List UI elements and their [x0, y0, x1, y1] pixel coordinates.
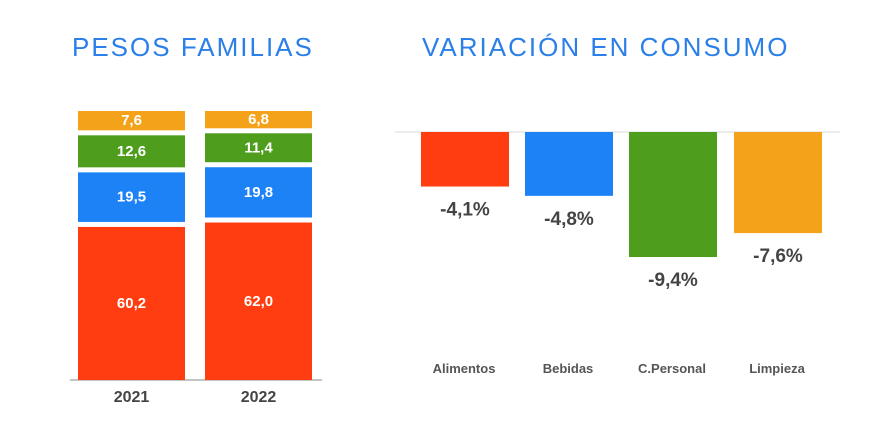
x-tick-label-cpersonal: C.Personal [638, 361, 706, 376]
variation-bar-chart: -4,1% Alimentos -4,8% Bebidas -9,4% C.Persona… [395, 131, 840, 376]
bar-alimentos [421, 132, 509, 187]
bar-segment-alimentos-2021 [78, 226, 185, 380]
bar-segment-bebidas-2022 [205, 167, 312, 218]
bar-segment-alimentos-2022 [205, 222, 312, 380]
segment-label-limpieza-2021: 7,6 [121, 112, 142, 129]
segment-label-alimentos-2022: 62,0 [244, 293, 273, 310]
bar-bebidas [525, 132, 613, 196]
stacked-bar-chart: 60,2 19,5 12,6 7,6 2021 62,0 19,8 11,4 6,8 2022 [70, 111, 322, 406]
value-label-limpieza: -7,6% [753, 246, 803, 267]
segment-label-limpieza-2022: 6,8 [248, 111, 269, 128]
chart-title-variacion-consumo: VARIACIÓN EN CONSUMO [422, 32, 790, 62]
bar-segment-limpieza-2021 [78, 111, 185, 131]
x-tick-label-limpieza: Limpieza [749, 361, 805, 376]
x-tick-label-2022: 2022 [241, 389, 277, 406]
x-tick-label-bebidas: Bebidas [543, 361, 594, 376]
value-label-alimentos: -4,1% [440, 200, 490, 221]
bar-cpersonal [629, 132, 717, 258]
segment-label-bebidas-2021: 19,5 [117, 189, 146, 206]
chart-title-pesos-familias: PESOS FAMILIAS [72, 32, 314, 62]
segment-label-cpersonal-2021: 12,6 [117, 143, 146, 160]
bar-limpieza [734, 132, 822, 234]
x-tick-label-2021: 2021 [114, 389, 150, 406]
segment-label-bebidas-2022: 19,8 [244, 184, 273, 201]
segment-label-cpersonal-2022: 11,4 [244, 139, 273, 156]
segment-label-alimentos-2021: 60,2 [117, 295, 146, 312]
value-label-cpersonal: -9,4% [648, 270, 698, 291]
bar-segment-limpieza-2022 [205, 111, 312, 129]
value-label-bebidas: -4,8% [544, 209, 594, 230]
bar-segment-bebidas-2021 [78, 172, 185, 222]
x-tick-label-alimentos: Alimentos [433, 361, 496, 376]
bar-segment-cpersonal-2021 [78, 135, 185, 168]
bar-segment-cpersonal-2022 [205, 133, 312, 163]
